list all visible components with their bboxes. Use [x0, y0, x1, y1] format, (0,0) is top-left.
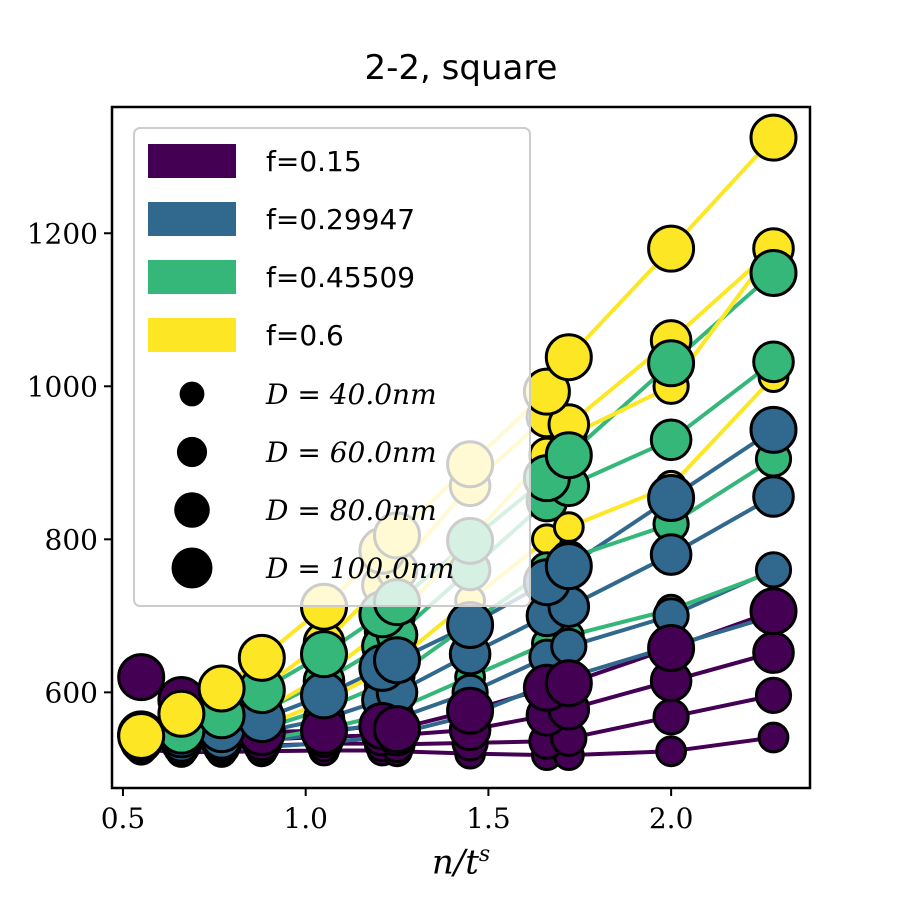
data-point	[649, 418, 693, 462]
data-point	[300, 630, 348, 679]
legend-size-marker	[171, 547, 213, 589]
data-point	[300, 671, 348, 720]
data-point	[197, 664, 246, 713]
y-tick-label: 800	[45, 523, 98, 556]
data-point	[544, 333, 593, 382]
legend-label: f=0.29947	[266, 203, 415, 236]
legend-size-marker	[179, 381, 205, 407]
data-point	[544, 542, 593, 591]
data-point	[752, 340, 795, 384]
data-point	[754, 676, 793, 715]
data-point	[647, 339, 696, 388]
legend-swatch	[148, 202, 236, 236]
data-layer	[117, 113, 798, 771]
data-point	[649, 533, 693, 576]
data-point	[749, 249, 798, 297]
y-tick-label: 600	[45, 676, 98, 709]
data-point	[754, 551, 793, 589]
legend-label: f=0.15	[266, 145, 362, 178]
data-point	[749, 587, 798, 636]
data-point	[446, 686, 495, 735]
y-tick-label: 1200	[27, 217, 98, 250]
data-point	[373, 705, 421, 754]
legend-label: D = 40.0nm	[265, 378, 437, 411]
data-point	[655, 735, 687, 768]
data-point	[752, 631, 795, 674]
legend-size-marker	[176, 436, 208, 468]
data-point	[446, 601, 495, 649]
legend-label: D = 100.0nm	[265, 552, 454, 585]
legend-label: D = 80.0nm	[265, 494, 437, 527]
x-tick-label: 0.5	[101, 802, 146, 835]
legend: f=0.15 f=0.29947 f=0.45509 f=0.6 D = 40.0nm D…	[133, 127, 531, 607]
legend-swatch	[148, 318, 236, 352]
data-point	[117, 653, 166, 702]
data-point	[647, 624, 696, 672]
x-tick-label: 2.0	[649, 802, 694, 835]
legend-swatch	[148, 260, 236, 294]
data-point	[647, 224, 696, 273]
data-point	[652, 698, 690, 736]
data-point	[117, 712, 166, 760]
data-point	[752, 475, 795, 518]
x-axis-label: n/ts	[431, 842, 491, 883]
legend-label: f=0.45509	[266, 261, 415, 294]
legend-label: f=0.6	[266, 319, 344, 352]
data-point	[544, 431, 593, 480]
chart-title: 2-2, square	[364, 48, 558, 88]
y-tick-label: 1000	[27, 370, 98, 403]
data-point	[544, 659, 593, 708]
data-point	[157, 689, 206, 738]
data-point	[749, 405, 798, 454]
x-tick-label: 1.5	[466, 802, 511, 835]
legend-label: D = 60.0nm	[265, 436, 437, 469]
legend-box	[133, 127, 531, 607]
legend-size-marker	[174, 492, 210, 528]
x-tick-label: 1.0	[283, 802, 328, 835]
legend-swatch	[148, 144, 236, 178]
data-point	[647, 474, 696, 522]
data-point	[237, 633, 286, 682]
axes-frame	[110, 105, 812, 790]
data-point	[757, 721, 790, 754]
data-point	[749, 113, 798, 162]
data-point	[373, 636, 421, 685]
